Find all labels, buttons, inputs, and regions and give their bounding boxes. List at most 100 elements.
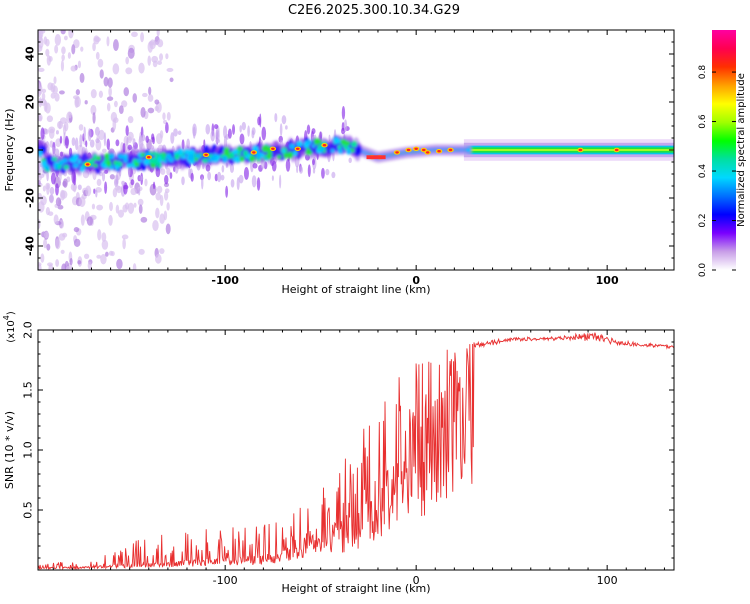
band-blob (289, 143, 296, 150)
band-blob (168, 157, 175, 163)
heatmap-speckle (132, 263, 137, 270)
hot-spot (422, 148, 426, 152)
band-blob (182, 154, 187, 159)
heatmap-speckle (166, 202, 170, 211)
heatmap-speckle (119, 170, 122, 177)
heatmap-speckle (43, 238, 48, 249)
heatmap-speckle (55, 238, 61, 250)
heatmap-speckle (256, 177, 261, 191)
heatmap-speckle (159, 194, 164, 207)
heatmap-speckle (159, 53, 164, 61)
heatmap-speckle (343, 119, 348, 133)
heatmap-speckle (137, 188, 141, 196)
heatmap-speckle (101, 232, 107, 242)
heatmap-speckle (239, 125, 242, 133)
heatmap-speckle (60, 59, 65, 72)
band-blob (118, 161, 123, 167)
heatmap-speckle (147, 107, 155, 114)
band-blob (195, 153, 200, 158)
heatmap-speckle (58, 90, 65, 95)
top-x-tick-label: 0 (412, 274, 420, 287)
band-blob (72, 163, 79, 169)
heatmap-speckle (188, 168, 191, 179)
heatmap-speckle (84, 100, 88, 105)
heatmap-speckle (103, 132, 107, 147)
heatmap-speckle (63, 35, 68, 41)
heatmap-speckle (50, 82, 56, 93)
heatmap-speckle (53, 76, 57, 85)
exponent-base: (x10 (6, 320, 17, 343)
band-blob (340, 139, 347, 145)
top-y-axis-label: Frequency (Hz) (3, 109, 16, 192)
heatmap-speckle (44, 102, 51, 114)
heatmap-speckle (38, 115, 42, 122)
heatmap-speckle (98, 129, 105, 141)
heatmap-speckle (157, 39, 164, 48)
heatmap-speckle (271, 160, 277, 172)
heatmap-speckle (312, 167, 316, 174)
heatmap-speckle (252, 162, 258, 169)
heatmap-speckle (41, 88, 47, 94)
heatmap-speckle (221, 165, 225, 173)
heatmap-speckle (177, 130, 182, 136)
band-blob (63, 164, 70, 170)
heatmap-speckle (85, 185, 92, 197)
heatmap-speckle (89, 139, 95, 148)
heatmap-speckle (149, 145, 155, 150)
heatmap-speckle (71, 44, 76, 55)
heatmap-speckle (75, 89, 80, 96)
heatmap-speckle (40, 195, 47, 206)
heatmap-speckle (96, 204, 104, 211)
heatmap-speckle (281, 115, 287, 125)
heatmap-speckle (67, 52, 71, 59)
heatmap-speckle (141, 134, 146, 142)
heatmap-speckle (98, 90, 103, 98)
band-blob (174, 153, 180, 161)
heatmap-speckle (49, 186, 55, 195)
heatmap-speckle (130, 187, 137, 196)
colorbar-tick-label: 0.4 (698, 164, 708, 179)
top-x-tick-label: -100 (211, 274, 239, 287)
band-blob (123, 157, 129, 163)
band-blob (108, 153, 115, 160)
heatmap-speckle (152, 181, 156, 190)
heatmap-speckle (61, 46, 66, 55)
heatmap-speckle (100, 253, 107, 265)
hot-spot (252, 151, 256, 154)
heatmap-speckle (61, 54, 65, 62)
heatmap-speckle (63, 132, 66, 147)
heatmap-speckle (73, 227, 80, 233)
heatmap-speckle (169, 77, 174, 83)
heatmap-speckle (274, 112, 278, 123)
heatmap-speckle (299, 166, 303, 174)
heatmap-speckle (38, 262, 42, 267)
heatmap-speckle (127, 131, 134, 141)
heatmap-speckle (55, 259, 60, 267)
band-blob (229, 152, 235, 158)
heatmap-speckle (133, 202, 137, 208)
hot-spot (395, 151, 399, 154)
heatmap-speckle (64, 135, 69, 149)
heatmap-speckle (68, 111, 72, 119)
heatmap-speckle (104, 181, 108, 194)
heatmap-speckle (173, 128, 178, 137)
heatmap-speckle (49, 140, 54, 148)
heatmap-speckle (46, 184, 50, 195)
heatmap-speckle (60, 189, 66, 201)
heatmap-speckle (259, 113, 262, 128)
band-blob (77, 159, 82, 165)
heatmap-speckle (142, 92, 148, 98)
bottom-y-tick-label: 2.0 (22, 321, 35, 339)
heatmap-speckle (165, 53, 169, 60)
heatmap-speckle (83, 253, 90, 259)
heatmap-speckle (163, 191, 169, 201)
heatmap-speckle (154, 99, 160, 105)
heatmap-speckle (55, 138, 62, 148)
heatmap-speckle (121, 180, 125, 186)
heatmap-speckle (95, 138, 100, 144)
heatmap-speckle (97, 58, 104, 68)
heatmap-speckle (53, 214, 59, 225)
colorbar-tick-label: 0.2 (698, 213, 708, 227)
heatmap-speckle (147, 55, 152, 66)
